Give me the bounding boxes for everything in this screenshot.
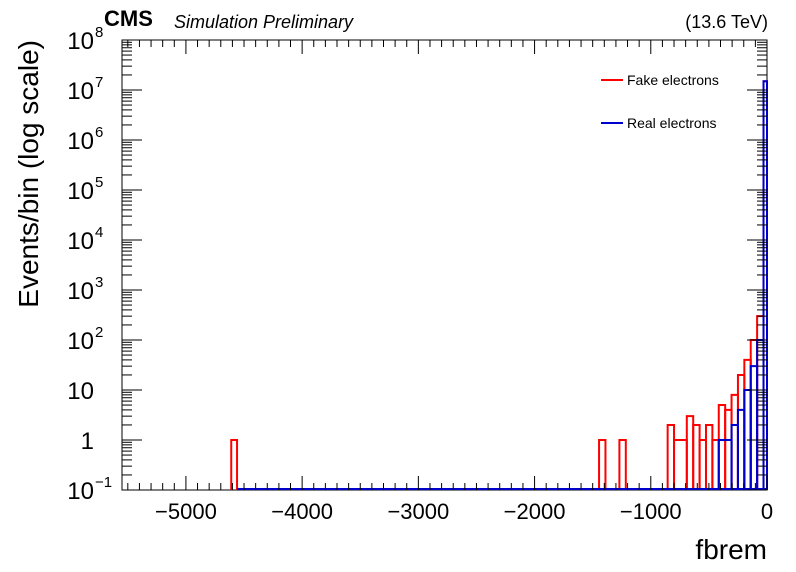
y-tick-exponent: 2 — [95, 324, 103, 341]
x-tick-label: −3000 — [387, 499, 449, 524]
y-tick-exponent: 6 — [95, 124, 103, 141]
y-tick-label: 10 — [67, 228, 94, 255]
histogram-bin — [762, 80, 768, 490]
histogram-bin — [230, 439, 239, 490]
y-tick-label: 10 — [67, 328, 94, 355]
y-tick-label: 10 — [67, 478, 94, 505]
x-tick-label: −4000 — [271, 499, 333, 524]
plot-frame — [121, 39, 768, 491]
x-tick-label: −2000 — [504, 499, 566, 524]
y-tick-exponent: 4 — [95, 224, 103, 241]
series-layer — [230, 80, 768, 490]
y-tick-exponent: 3 — [95, 274, 103, 291]
y-tick-label: 10 — [67, 178, 94, 205]
y-tick-exponent: 8 — [95, 24, 103, 41]
y-tick-label: 10 — [67, 128, 94, 155]
y-tick-label: 1 — [81, 428, 94, 455]
status-label: Simulation Preliminary — [174, 12, 354, 32]
legend: Fake electrons Real electrons — [601, 72, 719, 131]
y-axis-title: Events/bin (log scale) — [13, 40, 44, 308]
plot-area — [121, 39, 768, 491]
y-tick-exponent: 7 — [95, 74, 103, 91]
histogram-bin — [673, 439, 688, 490]
y-tick-exponent: 5 — [95, 174, 103, 191]
x-axis-title: fbrem — [695, 534, 767, 565]
x-tick-label: −5000 — [155, 499, 217, 524]
histogram-bin — [598, 439, 607, 490]
y-tick-label: 10 — [67, 278, 94, 305]
legend-label: Fake electrons — [627, 72, 719, 88]
x-tick-label: −1000 — [620, 499, 682, 524]
x-tick-label: 0 — [761, 499, 773, 524]
y-tick-exponent: −1 — [95, 474, 112, 491]
axis-ticks — [122, 39, 768, 491]
y-tick-label: 10 — [67, 28, 94, 55]
y-tick-label: 10 — [67, 378, 94, 405]
legend-label: Real electrons — [627, 115, 717, 131]
experiment-label: CMS — [104, 6, 153, 31]
energy-label: (13.6 TeV) — [685, 12, 768, 32]
y-tick-label: 10 — [67, 78, 94, 105]
histogram-bin — [618, 439, 627, 490]
